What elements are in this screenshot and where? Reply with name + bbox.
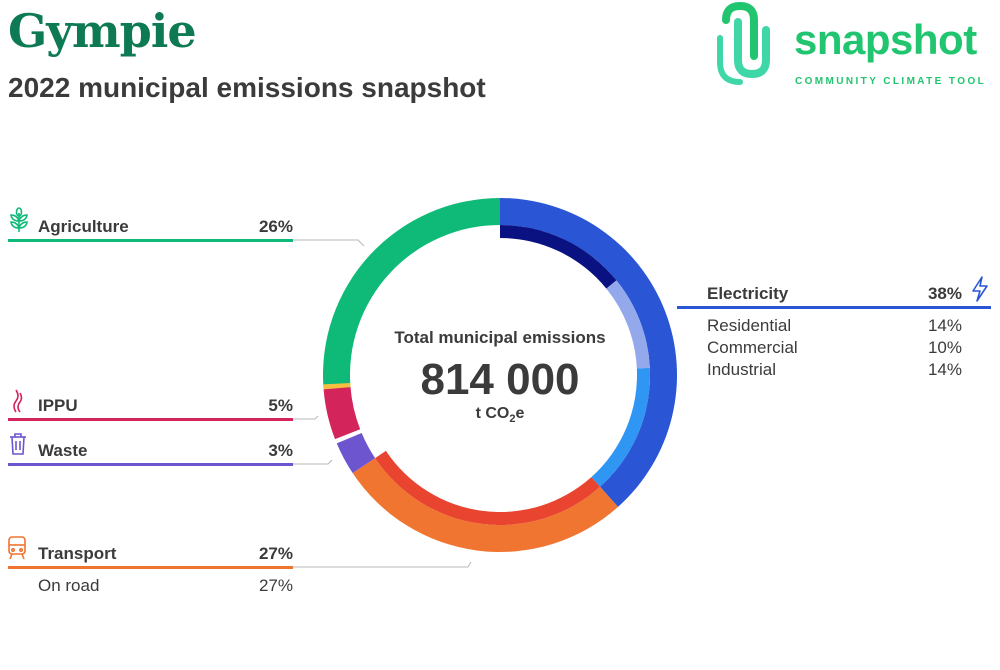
leader-lines xyxy=(293,239,690,568)
slice-agriculture xyxy=(323,198,500,390)
snapshot-logo-icon xyxy=(717,1,770,85)
center-total-value: 814 000 xyxy=(420,355,580,404)
subslice-residential xyxy=(500,225,617,289)
industrial-pct: 14% xyxy=(927,360,962,379)
transport-pct: 27% xyxy=(258,544,293,563)
subslice-on-road xyxy=(375,450,601,525)
snapshot-logo: snapshot COMMUNITY CLIMATE TOOL xyxy=(714,0,1000,90)
donut-outer-ring xyxy=(323,198,677,553)
residential-label: Residential xyxy=(707,316,792,335)
transport-label: Transport xyxy=(38,544,117,563)
slice-other xyxy=(323,382,351,390)
electricity-pct: 38% xyxy=(927,284,962,303)
waste-label: Waste xyxy=(38,441,88,460)
ippu-underline xyxy=(8,418,293,421)
on-road-pct: 27% xyxy=(258,576,293,595)
transport-underline xyxy=(8,566,293,569)
center-unit-suffix: e xyxy=(515,405,525,422)
center-unit-prefix: t CO xyxy=(475,405,510,422)
agriculture-pct: 26% xyxy=(258,217,293,236)
commercial-pct: 10% xyxy=(927,338,962,357)
subslice-industrial xyxy=(591,367,650,487)
agriculture-label: Agriculture xyxy=(38,217,129,236)
ippu-pct: 5% xyxy=(268,396,293,415)
electricity-underline xyxy=(677,306,991,309)
agriculture-leader xyxy=(293,239,365,247)
page-title: Gympie xyxy=(8,4,197,58)
slice-transport xyxy=(352,458,619,553)
slice-electricity xyxy=(500,198,677,507)
transport-leader xyxy=(293,561,472,568)
residential-pct: 14% xyxy=(927,316,962,335)
waste-underline xyxy=(8,463,293,466)
slice-waste xyxy=(336,432,376,474)
ippu-label: IPPU xyxy=(38,396,78,415)
train-icon xyxy=(8,536,26,560)
logo-word: snapshot xyxy=(794,16,977,63)
donut-inner-ring xyxy=(375,225,650,525)
plant-icon xyxy=(10,207,28,232)
commercial-label: Commercial xyxy=(707,338,798,357)
industrial-label: Industrial xyxy=(707,360,776,379)
center-label: Total municipal emissions xyxy=(394,328,606,347)
agriculture-underline xyxy=(8,239,293,242)
electricity-label: Electricity xyxy=(707,284,789,303)
subslice-commercial xyxy=(606,280,650,369)
center-unit: t CO2e xyxy=(380,405,620,425)
waste-pct: 3% xyxy=(268,441,293,460)
waste-leader xyxy=(293,459,333,465)
page-subtitle: 2022 municipal emissions snapshot xyxy=(8,72,486,103)
trash-bin-icon xyxy=(10,433,26,455)
lightning-bolt-icon xyxy=(972,276,988,302)
on-road-label: On road xyxy=(38,576,100,595)
smoke-icon xyxy=(13,389,23,413)
ippu-leader xyxy=(293,415,319,420)
slice-ippu xyxy=(323,386,361,440)
logo-tagline: COMMUNITY CLIMATE TOOL xyxy=(795,76,987,87)
center-unit-sub: 2 xyxy=(509,413,516,426)
